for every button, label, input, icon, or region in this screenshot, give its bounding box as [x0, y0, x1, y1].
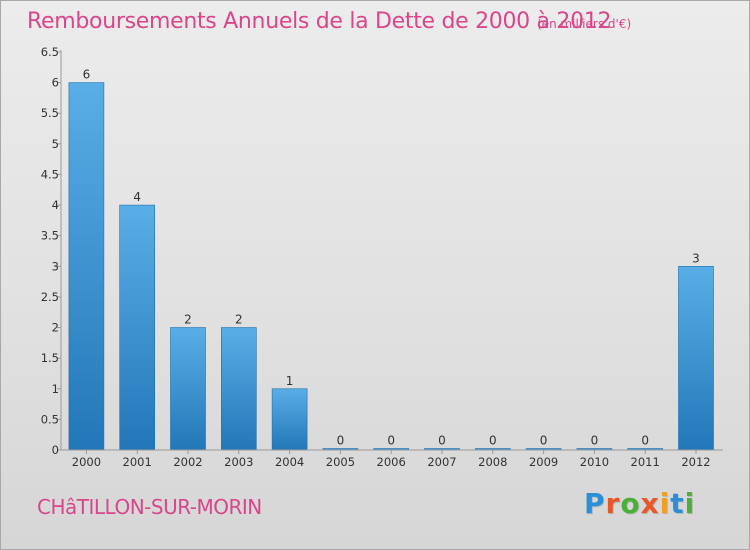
chart-subtitle: (en milliers d'€): [537, 17, 632, 31]
bar-value-label: 2: [184, 313, 192, 327]
x-tick-label: 2007: [427, 455, 456, 469]
brand-letter: i: [659, 487, 671, 520]
x-tick-label: 2006: [377, 455, 406, 469]
y-tick-label: 2: [52, 321, 59, 335]
bar-value-label: 0: [489, 434, 497, 448]
bar-value-label: 0: [591, 434, 599, 448]
x-tick-label: 2008: [478, 455, 507, 469]
chart-title: Remboursements Annuels de la Dette de 20…: [27, 9, 612, 34]
bar: [678, 266, 714, 451]
y-tick-label: 3.5: [41, 229, 59, 243]
y-tick-label: 3: [52, 259, 59, 273]
x-tick-label: 2004: [275, 455, 304, 469]
y-tick-label: 4: [52, 198, 59, 212]
x-tick-label: 2011: [631, 455, 660, 469]
x-tick-label: 2002: [173, 455, 202, 469]
y-tick-label: 5.5: [41, 106, 59, 120]
bars: 6 4 2 2 1 0 0 0 0 0 0 0 3: [68, 68, 714, 451]
brand-letter: x: [640, 487, 660, 520]
y-axis: 0 0.5 1 1.5 2 2.5 3 3.5 4 4.5 5 5.5 6 6.5: [41, 45, 62, 457]
x-axis: 2000 2001 2002 2003 2004 2005 2006 2007 2008 2009…: [61, 449, 723, 469]
commune-name: CHâTILLON-SUR-MORIN: [37, 495, 262, 519]
brand-logo: Proxiti: [584, 487, 695, 520]
bar-value-label: 4: [133, 190, 141, 204]
y-tick-label: 6.5: [41, 45, 59, 59]
x-tick-label: 2003: [224, 455, 253, 469]
y-tick-label: 2.5: [41, 290, 59, 304]
bar: [221, 327, 257, 451]
bar-value-label: 1: [286, 374, 294, 388]
bar-value-label: 6: [83, 68, 91, 82]
bar: [119, 204, 155, 451]
bar-value-label: 3: [692, 251, 700, 265]
y-tick-label: 6: [52, 76, 59, 90]
brand-letter: P: [584, 487, 606, 520]
y-tick-label: 1.5: [41, 351, 59, 365]
bar-value-label: 0: [387, 434, 395, 448]
bar-value-label: 0: [438, 434, 446, 448]
x-tick-label: 2000: [72, 455, 101, 469]
x-tick-label: 2009: [529, 455, 558, 469]
bar: [170, 327, 206, 451]
x-tick-label: 2001: [123, 455, 152, 469]
bar-value-label: 0: [641, 434, 649, 448]
bar-value-label: 2: [235, 313, 243, 327]
brand-letter: i: [684, 487, 696, 520]
y-tick-label: 1: [52, 382, 59, 396]
x-tick-label: 2010: [580, 455, 609, 469]
bar-value-label: 0: [540, 434, 548, 448]
bar: [68, 82, 105, 451]
brand-letter: t: [670, 487, 685, 520]
brand-letter: r: [605, 487, 621, 520]
brand-letter: o: [620, 487, 641, 520]
bar-value-label: 0: [337, 434, 345, 448]
bar: [271, 388, 308, 451]
x-tick-label: 2005: [326, 455, 355, 469]
y-tick-label: 5: [52, 137, 59, 151]
y-tick-label: 0.5: [41, 412, 59, 426]
x-tick-label: 2012: [681, 455, 710, 469]
y-tick-label: 0: [52, 443, 59, 457]
y-tick-label: 4.5: [41, 167, 59, 181]
